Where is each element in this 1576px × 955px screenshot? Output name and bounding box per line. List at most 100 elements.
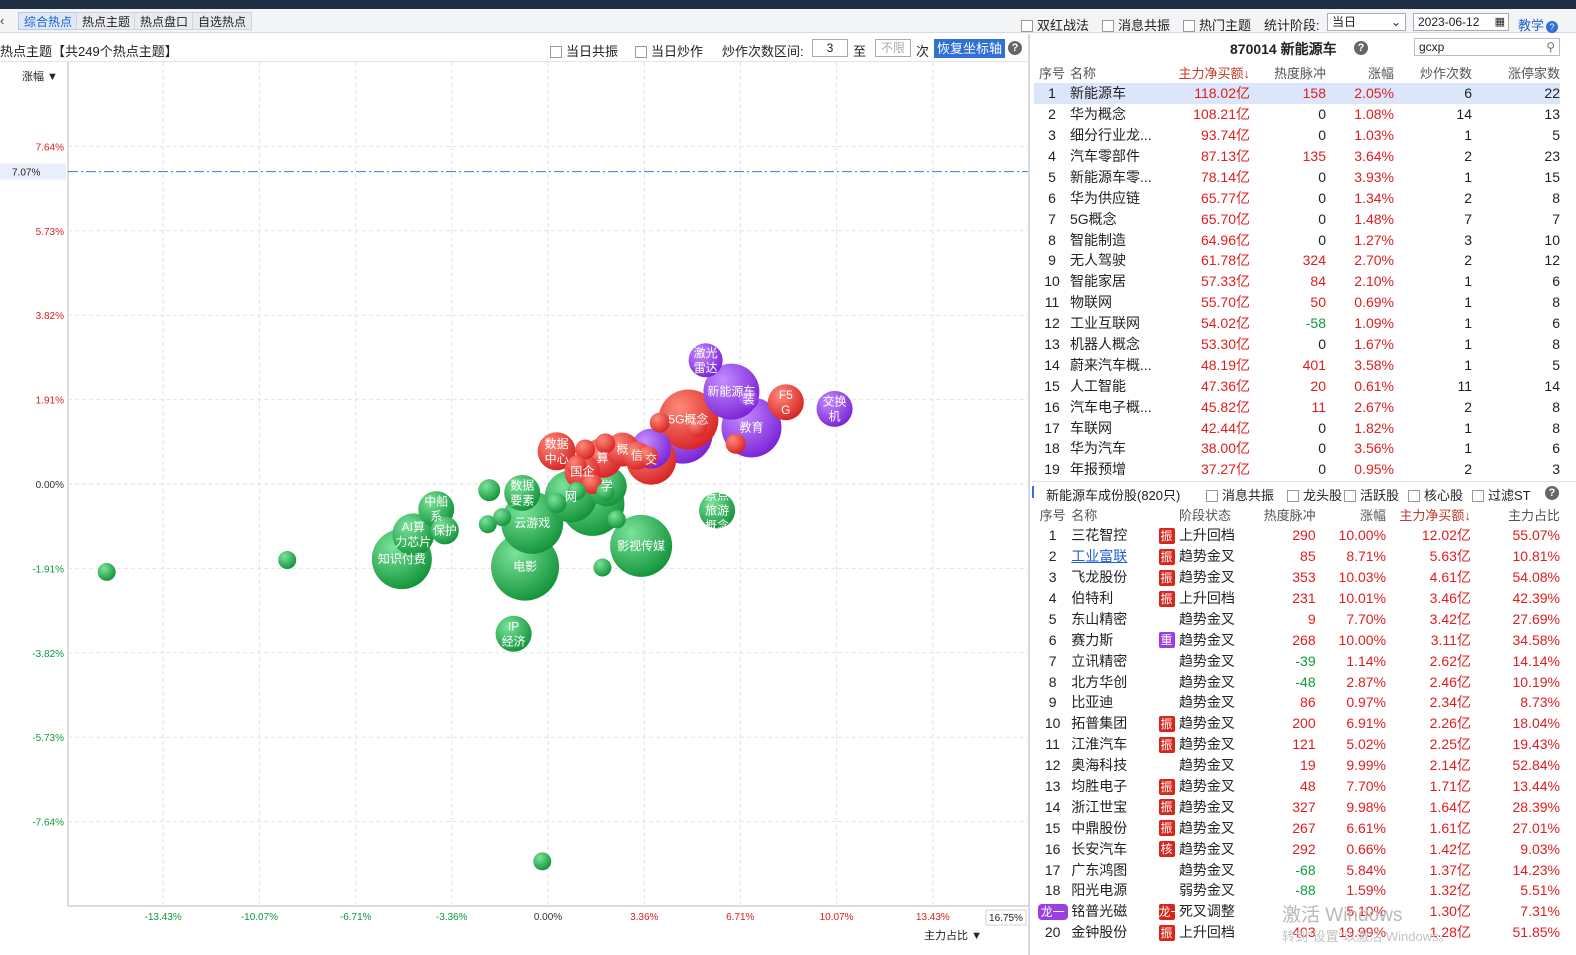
topic-row[interactable]: 1 新能源车 118.02亿 158 2.05% 6 22: [1034, 82, 1560, 104]
checkbox[interactable]: [1287, 490, 1299, 502]
topic-cell-0: 2: [1048, 106, 1056, 123]
col-hype-count[interactable]: 炒作次数: [1419, 65, 1472, 81]
stock-row[interactable]: 20 金钟股份 振上升回档 403 19.99% 1.28亿 51.85%: [1034, 922, 1560, 943]
stock-row[interactable]: 15 中鼎股份 振趋势金叉 267 6.61% 1.61亿 27.01%: [1034, 817, 1560, 838]
topic-cell-2: 87.13亿: [1200, 148, 1250, 164]
interval-from-input[interactable]: 3: [812, 39, 848, 57]
checkbox[interactable]: [1472, 490, 1484, 502]
tab-hot-board[interactable]: 热点盘口: [134, 12, 195, 30]
col-main-ratio[interactable]: 主力占比: [1507, 507, 1560, 523]
topic-row[interactable]: 7 5G概念 65.70亿 0 1.48% 7 7: [1034, 208, 1560, 229]
interval-to-input[interactable]: 不限: [875, 39, 911, 57]
topic-row[interactable]: 11 物联网 55.70亿 50 0.69% 1 8: [1034, 292, 1560, 313]
topic-row[interactable]: 16 汽车电子概... 45.82亿 11 2.67% 2 8: [1034, 396, 1560, 417]
stock-row[interactable]: 11 江淮汽车 振趋势金叉 121 5.02% 2.25亿 19.43%: [1034, 734, 1560, 755]
col-name[interactable]: 名称: [1070, 65, 1097, 81]
checkbox[interactable]: [1021, 20, 1033, 32]
col-heat[interactable]: 热度脉冲: [1273, 65, 1326, 81]
topic-row[interactable]: 4 汽车零部件 87.13亿 135 3.64% 2 23: [1034, 146, 1560, 167]
stock-row[interactable]: 17 广东鸿图 趋势金叉 -68 5.84% 1.37亿 14.23%: [1034, 859, 1560, 880]
opt-active[interactable]: 活跃股: [1344, 485, 1399, 504]
stat-stage-select[interactable]: 当日 ⌄: [1327, 13, 1406, 31]
col-index[interactable]: 序号: [1039, 507, 1066, 523]
teach-link[interactable]: 教学?: [1518, 15, 1559, 34]
col-change[interactable]: 涨幅: [1360, 507, 1387, 523]
topic-cell-5: 1: [1464, 168, 1472, 185]
restore-axis-button[interactable]: 恢复坐标轴: [934, 39, 1006, 58]
tab-hot-topic[interactable]: 热点主题: [76, 12, 137, 30]
stock-row[interactable]: 16 长安汽车 核趋势金叉 292 0.66% 1.42亿 9.03%: [1034, 838, 1560, 859]
stock-cell-1: 长安汽车: [1071, 840, 1128, 857]
topic-row[interactable]: 14 蔚来汽车概... 48.19亿 401 3.58% 1 5: [1034, 354, 1560, 375]
opt-core[interactable]: 核心股: [1408, 485, 1463, 504]
stock-cell-1: 立讯精密: [1071, 652, 1128, 669]
checkbox[interactable]: [1408, 490, 1420, 502]
stock-row[interactable]: 7 立讯精密 趋势金叉 -39 1.14% 2.62亿 14.14%: [1034, 650, 1560, 671]
opt-news-resonance-stock[interactable]: 消息共振: [1206, 485, 1274, 504]
opt-day-resonance[interactable]: 当日共振: [550, 41, 618, 60]
tab-custom-hot[interactable]: 自选热点: [192, 12, 253, 30]
stock-row[interactable]: 10 拓普集团 振趋势金叉 200 6.91% 2.26亿 18.04%: [1034, 713, 1560, 734]
panel-divider[interactable]: [1028, 34, 1030, 955]
col-index[interactable]: 序号: [1038, 65, 1065, 81]
topic-row[interactable]: 8 智能制造 64.96亿 0 1.27% 3 10: [1034, 229, 1560, 250]
topic-row[interactable]: 19 年报预增 37.27亿 0 0.95% 2 3: [1034, 459, 1560, 480]
stock-row[interactable]: 12 奥海科技 趋势金叉 19 9.99% 2.14亿 52.84%: [1034, 755, 1560, 776]
search-input[interactable]: gcxp ⚲: [1414, 38, 1560, 56]
stock-row[interactable]: 5 东山精密 趋势金叉 9 7.70% 3.42亿 27.69%: [1034, 608, 1560, 629]
help-icon[interactable]: ?: [1545, 486, 1559, 500]
topic-row[interactable]: 3 细分行业龙... 93.74亿 0 1.03% 1 5: [1034, 125, 1560, 146]
stock-row[interactable]: 龙一 铭普光磁 龙一 死叉调整 5.10% 1.30亿 7.31%: [1034, 901, 1560, 922]
stock-cell-7: 9.03%: [1520, 840, 1560, 857]
col-net-buy[interactable]: 主力净买额↓: [1399, 507, 1471, 523]
col-change[interactable]: 涨幅: [1367, 65, 1394, 81]
stock-cell-3: 趋势金叉: [1178, 569, 1235, 586]
col-heat[interactable]: 热度脉冲: [1263, 507, 1316, 523]
stock-row[interactable]: 18 阳光电源 弱势金叉 -88 1.59% 1.32亿 5.51%: [1034, 880, 1560, 901]
col-name[interactable]: 名称: [1071, 507, 1098, 523]
topic-row[interactable]: 6 华为供应链 65.77亿 0 1.34% 2 8: [1034, 187, 1560, 208]
checkbox[interactable]: [1344, 490, 1356, 502]
stock-cell-4: 327: [1292, 798, 1316, 815]
stock-row[interactable]: 6 赛力斯 重趋势金叉 268 10.00% 3.11亿 34.58%: [1034, 629, 1560, 650]
back-icon[interactable]: ‹: [0, 13, 5, 28]
checkbox[interactable]: [1206, 490, 1218, 502]
stock-row[interactable]: 8 北方华创 趋势金叉 -48 2.87% 2.46亿 10.19%: [1034, 671, 1560, 692]
date-picker[interactable]: 2023-06-12 ▦: [1413, 13, 1509, 31]
col-limit-up[interactable]: 涨停家数: [1507, 65, 1560, 81]
stock-row[interactable]: 9 比亚迪 趋势金叉 86 0.97% 2.34亿 8.73%: [1034, 692, 1560, 713]
checkbox[interactable]: [1183, 20, 1195, 32]
col-stage[interactable]: 阶段状态: [1178, 507, 1231, 523]
opt-double-red[interactable]: 双红战法: [1021, 15, 1089, 34]
checkbox[interactable]: [635, 46, 647, 58]
stock-row[interactable]: 4 伯特利 振上升回档 231 10.01% 3.46亿 42.39%: [1034, 588, 1560, 609]
topic-row[interactable]: 10 智能家居 57.33亿 84 2.10% 1 6: [1034, 271, 1560, 292]
col-net-buy[interactable]: 主力净买额↓: [1178, 65, 1250, 81]
opt-day-hype[interactable]: 当日炒作: [635, 41, 703, 60]
topic-row[interactable]: 9 无人驾驶 61.78亿 324 2.70% 2 12: [1034, 250, 1560, 271]
hot-topic-title: 热点主题【共249个热点主题】: [0, 44, 178, 59]
opt-hot-theme[interactable]: 热门主题: [1183, 15, 1251, 34]
checkbox[interactable]: [1102, 20, 1114, 32]
opt-filter-st[interactable]: 过滤ST: [1472, 485, 1531, 504]
help-icon[interactable]: ?: [1354, 41, 1368, 55]
topic-row[interactable]: 17 车联网 42.44亿 0 1.82% 1 8: [1034, 417, 1560, 438]
stock-row[interactable]: 13 均胜电子 振趋势金叉 48 7.70% 1.71亿 13.44%: [1034, 776, 1560, 797]
topic-row[interactable]: 15 人工智能 47.36亿 20 0.61% 11 14: [1034, 375, 1560, 396]
stock-cell-1: 伯特利: [1071, 590, 1114, 606]
stock-row[interactable]: 14 浙江世宝 振趋势金叉 327 9.98% 1.64亿 28.39%: [1034, 796, 1560, 817]
topic-row[interactable]: 2 华为概念 108.21亿 0 1.08% 14 13: [1034, 104, 1560, 125]
topic-row[interactable]: 13 机器人概念 53.30亿 0 1.67% 1 8: [1034, 334, 1560, 355]
topic-row[interactable]: 18 华为汽车 38.00亿 0 3.56% 1 6: [1034, 438, 1560, 459]
help-icon[interactable]: ?: [1008, 41, 1022, 55]
tab-comprehensive[interactable]: 综合热点: [18, 12, 79, 30]
stock-row[interactable]: 2 工业富联 振趋势金叉 85 8.71% 5.63亿 10.81%: [1034, 546, 1560, 567]
stock-row[interactable]: 1 三花智控 振上升回档 290 10.00% 12.02亿 55.07%: [1034, 525, 1560, 546]
topic-row[interactable]: 5 新能源车零... 78.14亿 0 3.93% 1 15: [1034, 166, 1560, 187]
bubble-label-line: 教育: [739, 419, 763, 434]
checkbox[interactable]: [550, 46, 562, 58]
opt-leader[interactable]: 龙头股: [1287, 485, 1342, 504]
topic-row[interactable]: 12 工业互联网 54.02亿 -58 1.09% 1 6: [1034, 313, 1560, 334]
opt-news-resonance[interactable]: 消息共振: [1102, 15, 1170, 34]
stock-row[interactable]: 3 飞龙股份 振趋势金叉 353 10.03% 4.61亿 54.08%: [1034, 567, 1560, 588]
